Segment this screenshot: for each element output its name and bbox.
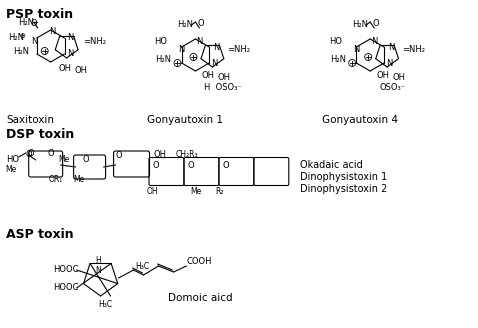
Text: H₂N: H₂N [352,20,368,29]
Text: Me: Me [73,175,84,184]
Text: O: O [115,151,122,159]
Text: HO: HO [329,36,342,46]
Text: H₂N: H₂N [13,47,29,55]
Text: H₃C: H₃C [135,262,150,271]
Text: OH: OH [147,187,158,196]
Text: OH: OH [58,64,71,73]
Text: N: N [178,45,185,53]
Text: H₂N: H₂N [155,55,172,65]
Text: ⊕: ⊕ [20,33,26,39]
Text: O: O [27,149,34,157]
Text: O: O [82,154,89,163]
Text: N: N [196,36,203,46]
Text: N: N [353,45,359,53]
Text: HO: HO [154,36,167,46]
Text: O: O [26,150,33,159]
Text: HOOC: HOOC [53,265,78,275]
Text: OH: OH [377,71,390,80]
Text: H₂N: H₂N [330,55,346,65]
Text: N: N [50,28,56,36]
Text: Okadaic acid: Okadaic acid [300,160,363,170]
Text: OH: OH [217,73,230,82]
Text: H₂N: H₂N [177,20,194,29]
Text: =NH₂: =NH₂ [228,45,250,53]
Text: O: O [47,149,54,157]
Text: OH: OH [154,150,167,159]
Text: N: N [67,50,74,58]
Text: DSP toxin: DSP toxin [6,128,74,141]
Text: OH: OH [75,66,87,75]
Text: H  OSO₃⁻: H OSO₃⁻ [205,83,242,92]
Text: PSP toxin: PSP toxin [6,8,73,21]
Text: H₂N: H₂N [8,33,24,43]
Text: N: N [211,58,217,68]
Text: Me: Me [6,165,17,174]
Text: =NH₂: =NH₂ [402,45,425,53]
Text: N: N [388,43,394,51]
Text: N: N [67,33,74,43]
Text: N: N [213,43,219,51]
Text: H₃C: H₃C [98,300,113,309]
Text: Me: Me [58,155,69,164]
Text: O: O [372,19,379,28]
Text: O: O [152,161,159,170]
Text: ASP toxin: ASP toxin [6,228,73,241]
Text: CH₂R₃: CH₂R₃ [175,150,198,159]
Text: H
N: H N [96,256,101,276]
Text: N: N [371,36,377,46]
Text: Dinophysistoxin 2: Dinophysistoxin 2 [300,184,388,194]
Text: O: O [187,161,194,170]
Text: N: N [386,58,392,68]
Text: Gonyautoxin 4: Gonyautoxin 4 [322,115,398,125]
Text: HO: HO [6,155,19,164]
Text: COOH: COOH [186,257,212,266]
Text: Dinophysistoxin 1: Dinophysistoxin 1 [300,172,388,182]
Text: O: O [31,19,37,28]
Text: OH: OH [392,73,405,82]
Text: OR₁: OR₁ [49,175,63,184]
Text: =NH₂: =NH₂ [83,37,106,47]
Text: N: N [32,37,38,47]
Text: O: O [197,19,204,28]
Text: O: O [222,161,229,170]
Text: Gonyautoxin 1: Gonyautoxin 1 [147,115,223,125]
Text: Me: Me [190,187,201,196]
Text: Domoic aicd: Domoic aicd [168,293,233,303]
Text: HOOC: HOOC [53,283,78,293]
Text: R₂: R₂ [216,187,224,196]
Text: OH: OH [202,71,215,80]
Text: H₂N: H₂N [18,18,34,27]
Text: Saxitoxin: Saxitoxin [7,115,54,125]
Text: OSO₃⁻: OSO₃⁻ [379,83,405,92]
